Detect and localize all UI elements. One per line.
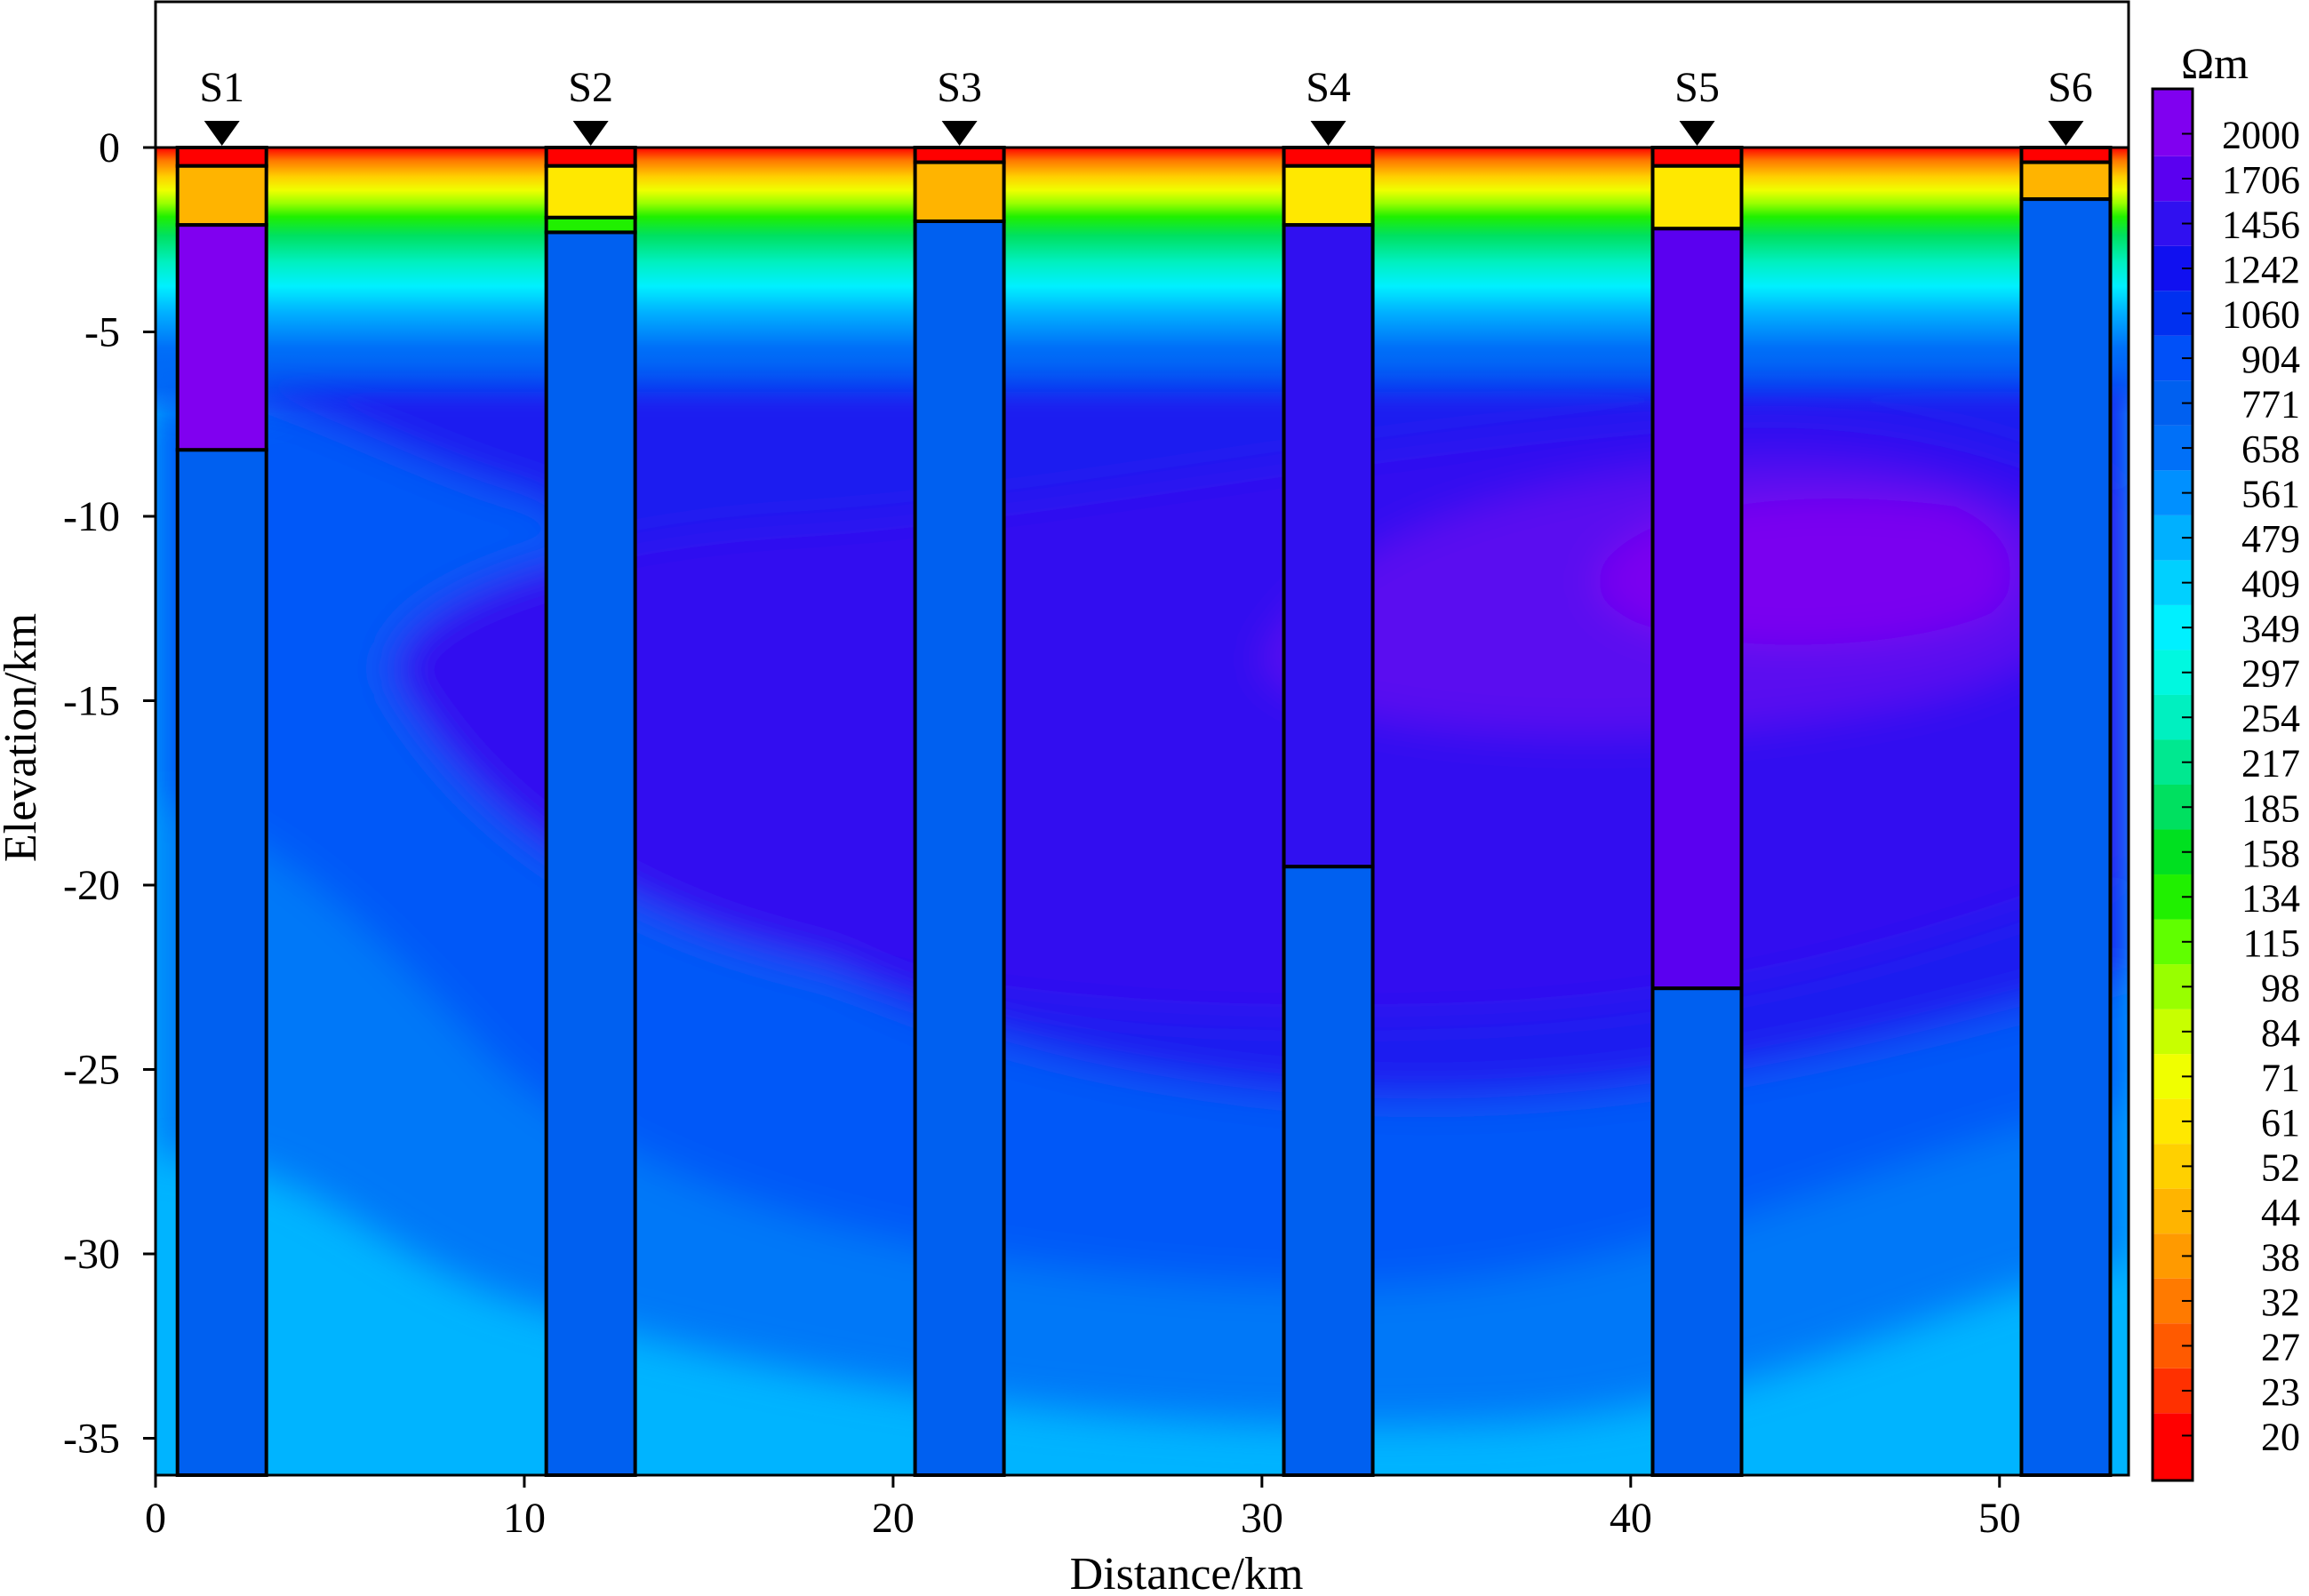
- station-s3: S3: [913, 64, 1006, 1477]
- station-s1: S1: [175, 64, 268, 1477]
- colorbar-tick-label: 44: [2261, 1191, 2300, 1234]
- colorbar-tick-label: 658: [2241, 427, 2300, 471]
- colorbar-tick-label: 297: [2241, 652, 2300, 696]
- colorbar: 2023273238445261718498115134158185217254…: [2151, 87, 2300, 1482]
- station-layer: [175, 223, 268, 452]
- colorbar-tick-label: 1060: [2222, 293, 2300, 337]
- y-tick-label: -20: [63, 862, 120, 909]
- station-marker: [941, 121, 978, 146]
- colorbar-tick-label: 409: [2241, 563, 2300, 606]
- colorbar-tick-label: 134: [2241, 876, 2300, 920]
- colorbar-tick-label: 771: [2241, 383, 2300, 427]
- station-layer: [1650, 146, 1744, 168]
- y-tick-label: 0: [99, 124, 120, 172]
- station-layer: [544, 146, 637, 168]
- station-label: S1: [199, 64, 244, 111]
- y-tick-label: -15: [63, 678, 120, 725]
- colorbar-swatch: [2153, 1413, 2193, 1480]
- colorbar-tick-label: 84: [2261, 1011, 2300, 1055]
- y-ticks: 0 -5 -10 -15 -20 -25 -30 -35: [63, 124, 156, 1463]
- y-tick-label: -5: [84, 309, 120, 356]
- station-layer: [913, 219, 1006, 1477]
- station-label: S3: [937, 64, 982, 111]
- station-marker: [572, 121, 609, 146]
- station-label: S6: [2048, 64, 2093, 111]
- station-layer: [175, 146, 268, 168]
- resistivity-field: [156, 148, 2129, 1475]
- station-layer: [913, 146, 1006, 164]
- station-s6: S6: [2019, 64, 2113, 1478]
- colorbar-tick-label: 32: [2261, 1281, 2300, 1324]
- station-layer: [2019, 146, 2113, 164]
- station-layer: [544, 230, 637, 1478]
- station-layer: [1282, 865, 1375, 1477]
- station-s5: S5: [1650, 64, 1744, 1477]
- colorbar-tick-label: 1242: [2222, 248, 2300, 291]
- colorbar-tick-label: 38: [2261, 1235, 2300, 1279]
- colorbar-tick-label: 1706: [2222, 158, 2300, 202]
- x-tick-label: 10: [503, 1495, 546, 1542]
- y-tick-label: -30: [63, 1231, 120, 1278]
- station-layer: [1282, 223, 1375, 869]
- y-axis-label: Elevation/km: [0, 613, 46, 862]
- station-layer: [1650, 986, 1744, 1477]
- y-tick-label: -25: [63, 1047, 120, 1094]
- station-layer: [175, 448, 268, 1477]
- station-layer: [1650, 164, 1744, 231]
- colorbar-tick-label: 52: [2261, 1145, 2300, 1189]
- station-layer: [913, 160, 1006, 224]
- station-layer: [175, 164, 268, 227]
- x-tick-label: 0: [145, 1495, 166, 1542]
- colorbar-unit: Ωm: [2181, 38, 2249, 88]
- station-layer: [1282, 146, 1375, 168]
- station-s2: S2: [544, 64, 637, 1478]
- colorbar-tick-label: 71: [2261, 1056, 2300, 1099]
- colorbar-tick-label: 23: [2261, 1370, 2300, 1414]
- axes-layer: [154, 2, 2130, 1477]
- x-axis-label: Distance/km: [1070, 1549, 1304, 1596]
- colorbar-tick-label: 479: [2241, 517, 2300, 561]
- x-tick-label: 30: [1241, 1495, 1283, 1542]
- colorbar-tick-label: 217: [2241, 742, 2300, 786]
- x-tick-label: 20: [872, 1495, 915, 1542]
- station-marker: [204, 121, 240, 146]
- station-label: S2: [568, 64, 613, 111]
- x-tick-label: 50: [1978, 1495, 2021, 1542]
- station-label: S4: [1306, 64, 1351, 111]
- colorbar-tick-label: 254: [2241, 697, 2300, 740]
- colorbar-tick-label: 158: [2241, 832, 2300, 875]
- station-label: S5: [1674, 64, 1720, 111]
- station-marker: [1679, 121, 1715, 146]
- station-layer: [2019, 160, 2113, 202]
- y-tick-label: -10: [63, 493, 120, 540]
- colorbar-tick-label: 2000: [2222, 114, 2300, 157]
- field-near-surface: [156, 148, 2129, 414]
- colorbar-swatch: [2153, 89, 2193, 156]
- colorbar-tick-label: 98: [2261, 966, 2300, 1009]
- station-layer: [1282, 164, 1375, 227]
- x-tick-label: 40: [1610, 1495, 1652, 1542]
- colorbar-tick-label: 20: [2261, 1415, 2300, 1458]
- station-layer: [544, 215, 637, 235]
- colorbar-frame: [2151, 87, 2194, 1482]
- station-marker: [1310, 121, 1346, 146]
- station-marker: [2048, 121, 2084, 146]
- colorbar-tick-label: 1456: [2222, 203, 2300, 247]
- colorbar-tick-label: 61: [2261, 1101, 2300, 1145]
- station-s4: S4: [1282, 64, 1375, 1477]
- colorbar-tick-label: 185: [2241, 786, 2300, 830]
- colorbar-tick-label: 115: [2243, 922, 2300, 965]
- colorbar-tick-label: 561: [2241, 473, 2300, 516]
- y-tick-label: -35: [63, 1416, 120, 1463]
- station-layer: [2019, 197, 2113, 1478]
- colorbar-tick-label: 904: [2241, 338, 2300, 381]
- x-ticks: 0 10 20 30 40 50: [145, 1475, 2021, 1542]
- colorbar-tick-label: 27: [2261, 1325, 2300, 1369]
- stations-layer: S1 S2 S3 S4 S5 S6: [175, 64, 2113, 1478]
- station-layer: [1650, 227, 1744, 991]
- colorbar-tick-label: 349: [2241, 607, 2300, 650]
- station-layer: [544, 164, 637, 219]
